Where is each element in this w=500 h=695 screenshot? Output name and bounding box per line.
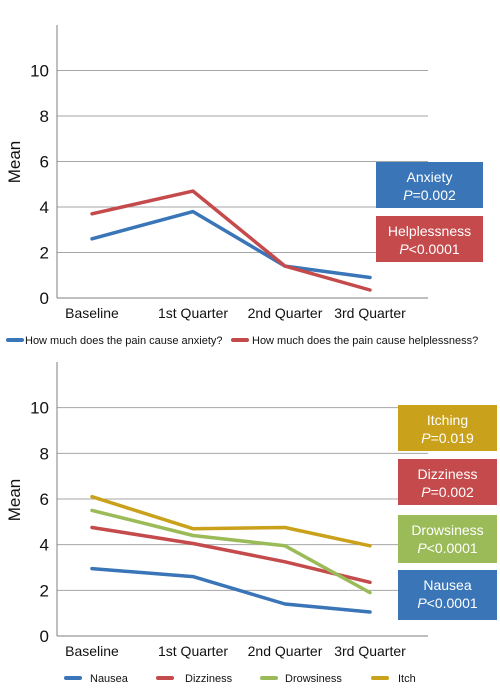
- annotation-box: Nausea P<0.0001: [398, 570, 497, 620]
- y-axis-label: Mean: [5, 141, 24, 184]
- legend-label: Itch: [398, 673, 416, 685]
- gridlines: [57, 71, 428, 253]
- y-tick-label: 2: [40, 581, 49, 600]
- annotation-box: Itching P=0.019: [398, 405, 497, 451]
- x-tick-label: 1st Quarter: [158, 643, 228, 659]
- legend-label: Drowsiness: [285, 673, 342, 685]
- x-tick-label: 3rd Quarter: [334, 643, 406, 659]
- x-tick-label: 2nd Quarter: [248, 643, 323, 659]
- annotation-box: Drowsiness P<0.0001: [398, 515, 497, 563]
- annotation-title: Anxiety: [407, 169, 453, 185]
- chart-panel-1: 0 2 4 6 8 10 Mean Baseline 1st Quarter 2nd Quarte…: [5, 25, 483, 347]
- y-tick-label: 4: [40, 198, 49, 217]
- annotation-box: Helplessness P<0.0001: [376, 216, 483, 262]
- p-value: =0.002: [413, 187, 456, 203]
- annotation-title: Drowsiness: [411, 522, 483, 538]
- y-tick-label: 10: [30, 62, 49, 81]
- y-axis-label: Mean: [5, 479, 24, 522]
- annotation-title: Itching: [427, 412, 468, 428]
- x-tick-label: Baseline: [65, 305, 119, 321]
- annotation-stat: P=0.019: [421, 430, 474, 446]
- legend-label: How much does the pain cause helplessnes…: [252, 335, 478, 347]
- annotation-stat: P<0.0001: [417, 595, 478, 611]
- series-line-how-much-does-the-pain-cause-helplessness: [92, 191, 370, 290]
- p-value: =0.002: [431, 484, 474, 500]
- y-tick-label: 2: [40, 244, 49, 263]
- gridlines: [57, 408, 428, 591]
- annotation-stat: P=0.002: [421, 484, 474, 500]
- x-tick-label: Baseline: [65, 643, 119, 659]
- x-tick-label: 2nd Quarter: [248, 305, 323, 321]
- p-value: <0.0001: [409, 241, 460, 257]
- x-tick-label: 3rd Quarter: [334, 305, 406, 321]
- annotation-stat: P<0.0001: [417, 540, 478, 556]
- y-tick-label: 8: [40, 444, 49, 463]
- annotation-stat: P<0.0001: [399, 241, 460, 257]
- y-tick-label: 10: [30, 399, 49, 418]
- annotation-title: Dizziness: [418, 466, 478, 482]
- annotation-title: Helplessness: [388, 223, 471, 239]
- chart-panel-2: 0 2 4 6 8 10 Mean Baseline 1st Quarter 2nd Quarte…: [5, 362, 497, 685]
- y-tick-label: 0: [40, 627, 49, 646]
- legend-label: Dizziness: [185, 673, 233, 685]
- p-value: <0.0001: [427, 540, 478, 556]
- y-tick-label: 8: [40, 107, 49, 126]
- y-tick-label: 4: [40, 536, 49, 555]
- y-tick-label: 6: [40, 153, 49, 172]
- legend: How much does the pain cause anxiety? How…: [8, 335, 478, 347]
- legend: Nausea Dizziness Drowsiness Itch: [66, 673, 416, 685]
- annotation-title: Nausea: [423, 577, 471, 593]
- annotation-box: Dizziness P=0.002: [398, 459, 497, 505]
- y-tick-label: 0: [40, 289, 49, 308]
- p-value: <0.0001: [427, 595, 478, 611]
- legend-label: Nausea: [90, 673, 129, 685]
- y-tick-label: 6: [40, 490, 49, 509]
- annotation-stat: P=0.002: [403, 187, 456, 203]
- annotation-box: Anxiety P=0.002: [376, 162, 483, 208]
- p-value: =0.019: [431, 430, 474, 446]
- x-tick-label: 1st Quarter: [158, 305, 228, 321]
- legend-label: How much does the pain cause anxiety?: [25, 335, 223, 347]
